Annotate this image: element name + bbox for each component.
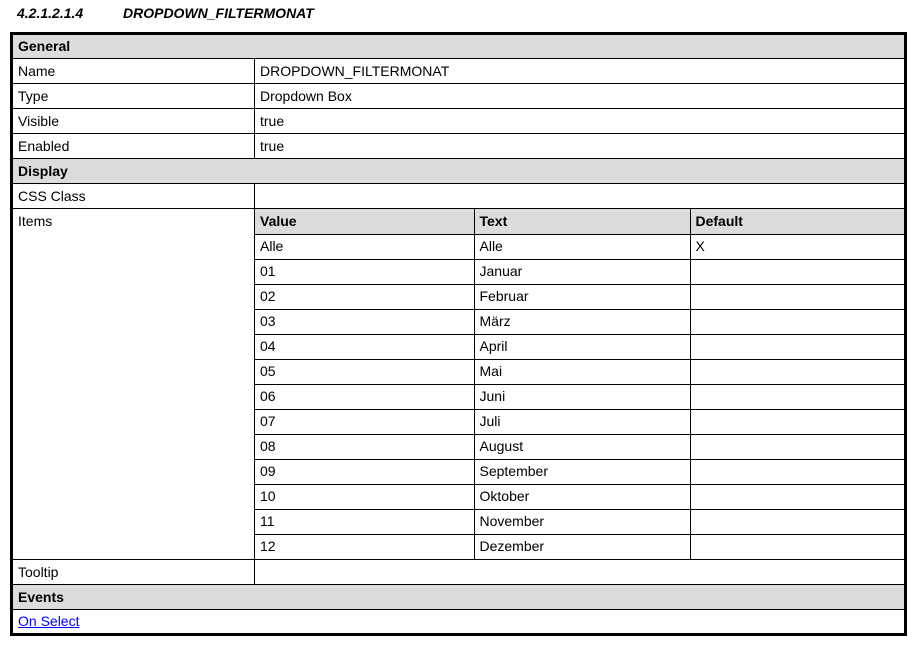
property-value: true [253, 133, 907, 159]
item-value: 11 [255, 509, 474, 535]
item-default [689, 259, 905, 285]
item-row: 11 November [255, 509, 905, 535]
property-label: Name [11, 58, 255, 84]
column-header-text: Text [473, 209, 690, 235]
item-default [689, 334, 905, 360]
column-header-default: Default [689, 209, 905, 235]
item-default [689, 359, 905, 385]
item-default [689, 434, 905, 460]
item-default: X [689, 234, 905, 260]
table-row: Type Dropdown Box [11, 83, 907, 109]
item-text: März [473, 309, 690, 335]
property-label: Tooltip [11, 559, 255, 585]
item-row: 06 Juni [255, 384, 905, 410]
item-text: Oktober [473, 484, 690, 510]
items-header-row: Value Text Default [255, 209, 905, 235]
property-value [253, 559, 907, 585]
item-text: November [473, 509, 690, 535]
item-value: 05 [255, 359, 474, 385]
section-header-display: Display [10, 158, 907, 184]
event-link-cell: On Select [10, 609, 907, 635]
item-default [689, 509, 905, 535]
section-header-events: Events [10, 584, 907, 610]
item-row: 03 März [255, 309, 905, 335]
property-value: true [253, 108, 907, 134]
property-label: Type [11, 83, 255, 109]
on-select-link[interactable]: On Select [18, 613, 80, 629]
items-table: Value Text Default Alle Alle X 01 [255, 209, 905, 559]
table-row: Enabled true [11, 133, 907, 159]
item-value: 03 [255, 309, 474, 335]
item-value: 08 [255, 434, 474, 460]
item-text: Juni [473, 384, 690, 410]
table-row: Visible true [11, 108, 907, 134]
property-value [253, 183, 907, 209]
item-text: Alle [473, 234, 690, 260]
table-row: Tooltip [11, 559, 907, 585]
table-row: Name DROPDOWN_FILTERMONAT [11, 58, 907, 84]
column-header-value: Value [255, 209, 474, 235]
item-value: 01 [255, 259, 474, 285]
item-value: 07 [255, 409, 474, 435]
section-heading: 4.2.1.2.1.4 DROPDOWN_FILTERMONAT [10, 5, 904, 22]
item-text: Januar [473, 259, 690, 285]
property-value: DROPDOWN_FILTERMONAT [253, 58, 907, 84]
item-value: 12 [260, 538, 276, 555]
item-text: Juli [473, 409, 690, 435]
table-row: On Select [10, 609, 907, 635]
table-row: General [10, 33, 907, 59]
item-text: Februar [473, 284, 690, 310]
item-value: 10 [255, 484, 474, 510]
document-page: 4.2.1.2.1.4 DROPDOWN_FILTERMONAT General … [10, 5, 908, 636]
item-row: 04 April [255, 334, 905, 360]
table-row: Items Value Text Default Alle [11, 208, 907, 560]
item-row: 09 September [255, 459, 905, 485]
item-row: Alle Alle X [255, 234, 905, 260]
item-default [689, 459, 905, 485]
item-value: 09 [255, 459, 474, 485]
item-row: 10 Oktober [255, 484, 905, 510]
item-value: 02 [255, 284, 474, 310]
item-row: 07 Juli [255, 409, 905, 435]
item-text: April [473, 334, 690, 360]
item-default [689, 484, 905, 510]
heading-title: DROPDOWN_FILTERMONAT [123, 5, 314, 21]
item-row: 12 Dezember [256, 534, 905, 559]
item-text: August [473, 434, 690, 460]
item-default [689, 409, 905, 435]
item-value: Alle [255, 234, 474, 260]
item-row: 05 Mai [255, 359, 905, 385]
item-row: 01 Januar [255, 259, 905, 285]
item-row: 08 August [255, 434, 905, 460]
item-default [689, 534, 905, 559]
heading-number: 4.2.1.2.1.4 [17, 5, 84, 21]
item-row: 02 Februar [255, 284, 905, 310]
item-default [689, 284, 905, 310]
section-header-general: General [10, 33, 907, 59]
item-text: Mai [473, 359, 690, 385]
items-cell: Value Text Default Alle Alle X 01 [253, 208, 907, 560]
property-value: Dropdown Box [253, 83, 907, 109]
property-label: CSS Class [11, 183, 255, 209]
property-label: Items [11, 208, 255, 560]
item-default [689, 309, 905, 335]
property-label: Enabled [11, 133, 255, 159]
item-text: September [473, 459, 690, 485]
property-table: General Name DROPDOWN_FILTERMONAT Type D… [10, 32, 908, 636]
item-value: 04 [255, 334, 474, 360]
item-default [689, 384, 905, 410]
item-value: 06 [255, 384, 474, 410]
item-text: Dezember [473, 534, 690, 559]
property-label: Visible [11, 108, 255, 134]
table-row: Events [10, 584, 907, 610]
table-row: Display [10, 158, 907, 184]
table-row: CSS Class [11, 183, 907, 209]
